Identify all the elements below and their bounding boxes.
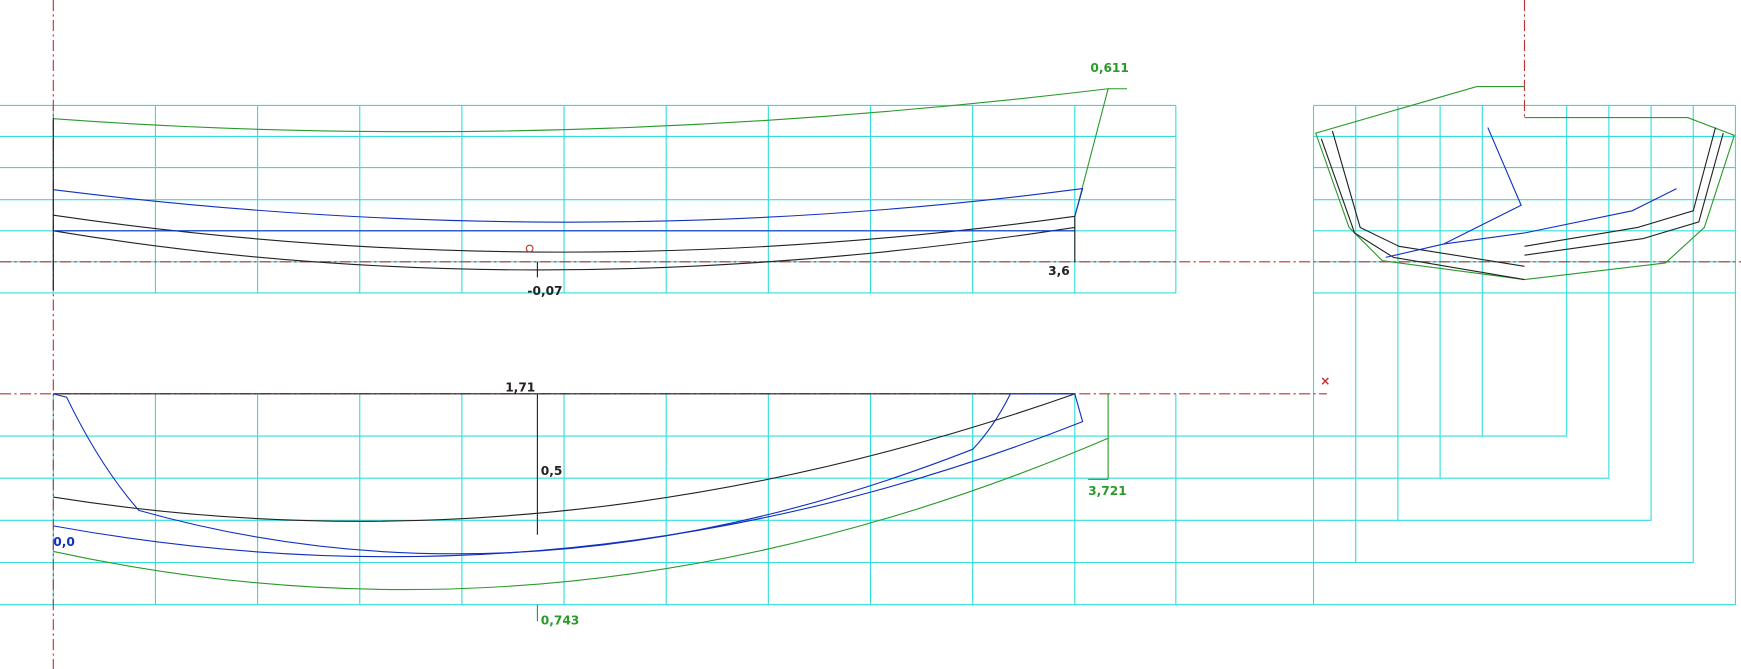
body-plan bbox=[1315, 85, 1736, 281]
grid-line bbox=[0, 105, 1568, 437]
dimension-label: 3,721 bbox=[1088, 484, 1127, 498]
origin-mark: × bbox=[1320, 374, 1330, 388]
grid-line bbox=[0, 105, 1694, 564]
grid-line bbox=[0, 105, 1610, 479]
dimension-label: 0,0 bbox=[53, 535, 75, 549]
dimension-label: 0,611 bbox=[1090, 61, 1129, 75]
grid bbox=[0, 104, 1737, 606]
profile-view bbox=[52, 88, 1127, 291]
plan-view: × bbox=[53, 374, 1330, 622]
dimension-label: 1,71 bbox=[505, 381, 535, 395]
dimension-label: 3,6 bbox=[1048, 264, 1070, 278]
dimension-label: 0,5 bbox=[541, 464, 563, 478]
dimension-label: -0,07 bbox=[527, 284, 562, 298]
dimension-labels: 0,611 -0,07 3,6 1,71 0,5 3,721 0,0 0,743 bbox=[53, 61, 1129, 628]
dimension-label: 0,743 bbox=[541, 614, 580, 628]
grid-line bbox=[0, 105, 1737, 606]
grid-line bbox=[0, 105, 1652, 521]
